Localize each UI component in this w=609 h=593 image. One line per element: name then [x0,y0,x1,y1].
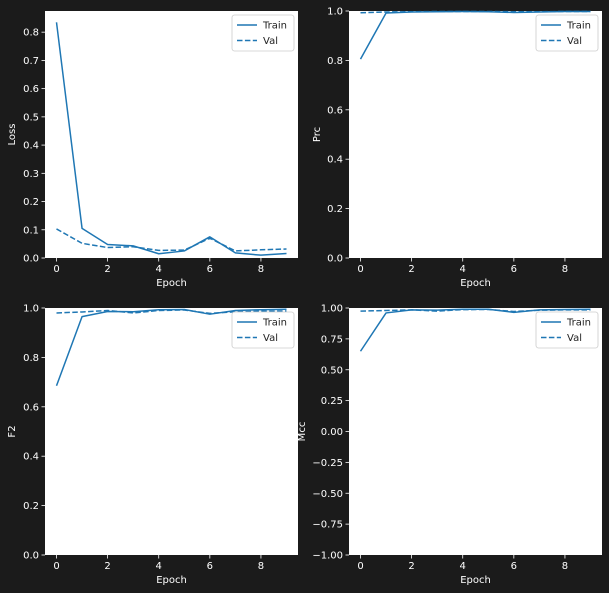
y-tick-label: 0.8 [23,28,39,39]
subplot-f2: 0 2 4 6 8 0.0 0.2 0.4 0.6 0.8 1.0 Epoch F2 Train Val [7,304,298,586]
x-tick-label: 2 [104,264,110,275]
y-tick-label: 0.75 [321,334,343,345]
y-tick-label: 1.0 [327,7,343,18]
legend-box [535,311,599,349]
y-tick-label: 0.5 [23,112,39,123]
y-axis-label: Prc [312,127,323,142]
x-tick-label: 4 [156,264,162,275]
x-tick-label: 8 [562,264,568,275]
subplot-mcc: 0 2 4 6 8 −1.00 −0.75 −0.50 −0.25 0.00 0.25 0.50 0.7… [297,304,602,586]
legend-label-train: Train [566,318,591,329]
x-tick-label: 6 [207,561,213,572]
y-tick-label: 0.7 [23,56,39,67]
y-tick-label: 0.8 [327,56,343,67]
x-tick-label: 6 [207,264,213,275]
legend: Train Val [231,14,295,52]
y-tick-label: 0.3 [23,169,39,180]
y-axis-label: Loss [7,124,18,146]
y-tick-label: 0.0 [327,254,343,265]
y-tick-label: 0.25 [321,396,343,407]
y-tick-label: −1.00 [312,551,343,562]
x-tick-label: 4 [460,561,466,572]
legend-box [535,14,599,52]
legend-box [231,14,295,52]
y-tick-label: 0.6 [23,402,39,413]
y-tick-label: 0.6 [327,105,343,116]
y-tick-label: 0.6 [23,84,39,95]
legend-label-val: Val [263,36,278,47]
y-tick-label: 0.2 [327,204,343,215]
plot-area [45,308,298,555]
x-tick-label: 8 [258,561,264,572]
x-tick-label: 0 [357,264,363,275]
y-tick-label: 0.4 [327,155,343,166]
x-tick-label: 8 [562,561,568,572]
x-axis-label: Epoch [460,278,491,289]
y-axis-label: Mcc [297,422,308,442]
y-tick-label: −0.50 [312,489,343,500]
y-tick-label: −0.75 [312,520,343,531]
plot-area [349,308,602,555]
y-tick-label: 0.50 [321,365,343,376]
legend-label-val: Val [567,333,582,344]
y-tick-label: −0.25 [312,458,343,469]
y-tick-label: 0.1 [23,225,39,236]
series-line-val [360,10,591,14]
legend-label-train: Train [262,21,287,32]
y-tick-label: 0.2 [23,501,39,512]
x-tick-label: 2 [104,561,110,572]
legend-box [231,311,295,349]
legend: Train Val [535,14,599,52]
y-tick-label: 0.4 [23,452,39,463]
legend-label-train: Train [262,318,287,329]
x-axis-label: Epoch [460,575,491,586]
x-tick-label: 0 [357,561,363,572]
y-axis-label: F2 [7,425,18,437]
y-tick-label: 0.00 [321,427,343,438]
x-tick-label: 6 [511,264,517,275]
series-line-train [55,22,287,256]
y-tick-label: 1.0 [23,304,39,315]
x-tick-label: 0 [53,264,59,275]
subplot-prc: 0 2 4 6 8 0.0 0.2 0.4 0.6 0.8 1.0 Epoch Prc Train Val [312,7,602,289]
x-tick-label: 2 [408,561,414,572]
x-tick-label: 4 [460,264,466,275]
subplot-loss: 0 2 4 6 8 0.0 0.1 0.2 0.3 0.4 0.5 0.6 0.7 0.8 Epoch Los… [7,11,298,289]
x-axis-label: Epoch [156,278,187,289]
x-tick-label: 8 [258,264,264,275]
x-axis-label: Epoch [156,575,187,586]
legend-label-train: Train [566,21,591,32]
x-tick-label: 2 [408,264,414,275]
x-tick-label: 4 [156,561,162,572]
y-tick-label: 0.4 [23,141,39,152]
legend-label-val: Val [567,36,582,47]
legend: Train Val [535,311,599,349]
x-tick-label: 6 [511,561,517,572]
plot-area [45,11,298,258]
y-tick-label: 0.0 [23,254,39,265]
series-line-val [56,228,287,252]
plot-area [349,11,602,258]
y-tick-label: 1.00 [321,304,343,315]
legend: Train Val [231,311,295,349]
y-tick-label: 0.2 [23,197,39,208]
y-tick-label: 0.8 [23,353,39,364]
series-line-val [360,308,591,313]
legend-label-val: Val [263,333,278,344]
x-tick-label: 0 [53,561,59,572]
series-line-val [56,309,287,315]
y-tick-label: 0.0 [23,551,39,562]
